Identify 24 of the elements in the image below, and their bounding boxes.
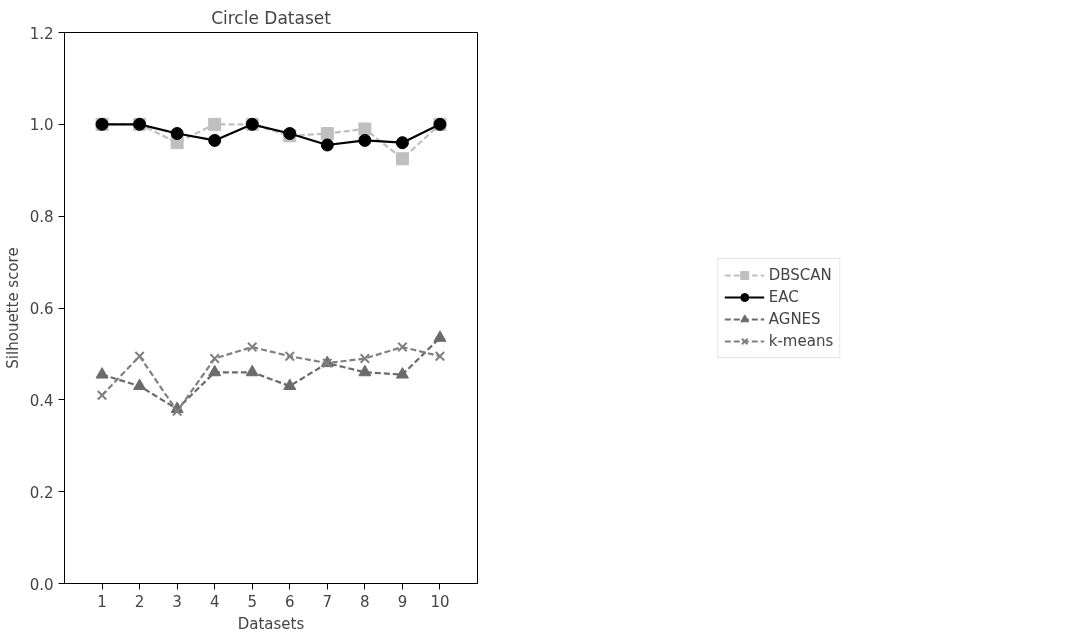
y-tick-label: 0.6	[29, 300, 54, 318]
x-tick-label: 10	[430, 592, 450, 611]
y-tick-label: 0.4	[29, 391, 54, 410]
legend-label: EAC	[768, 287, 799, 306]
x-tick-label: 2	[134, 592, 145, 611]
x-tick-label: 4	[209, 592, 220, 611]
x-tick-label: 5	[247, 592, 257, 611]
x-axis-title: Datasets	[237, 614, 305, 633]
y-tick-label: 0.2	[29, 483, 54, 502]
legend-label: AGNES	[768, 309, 821, 328]
y-axis-title: Silhouette score	[3, 247, 22, 369]
y-tick-label: 0.0	[29, 575, 54, 594]
y-tick-label: 1.2	[29, 24, 54, 43]
x-tick-label: 6	[285, 592, 295, 611]
legend-label: k-means	[768, 331, 834, 350]
x-tick-label: 8	[360, 592, 370, 611]
x-tick-label: 1	[97, 592, 107, 611]
legend-label: DBSCAN	[768, 265, 832, 284]
x-tick-label: 7	[322, 592, 333, 611]
y-tick-label: 0.8	[29, 208, 54, 227]
y-tick-label: 1.0	[29, 116, 54, 135]
chart-title: Circle Dataset	[211, 7, 332, 28]
x-tick-label: 9	[397, 592, 408, 611]
x-tick-label: 3	[172, 592, 182, 611]
